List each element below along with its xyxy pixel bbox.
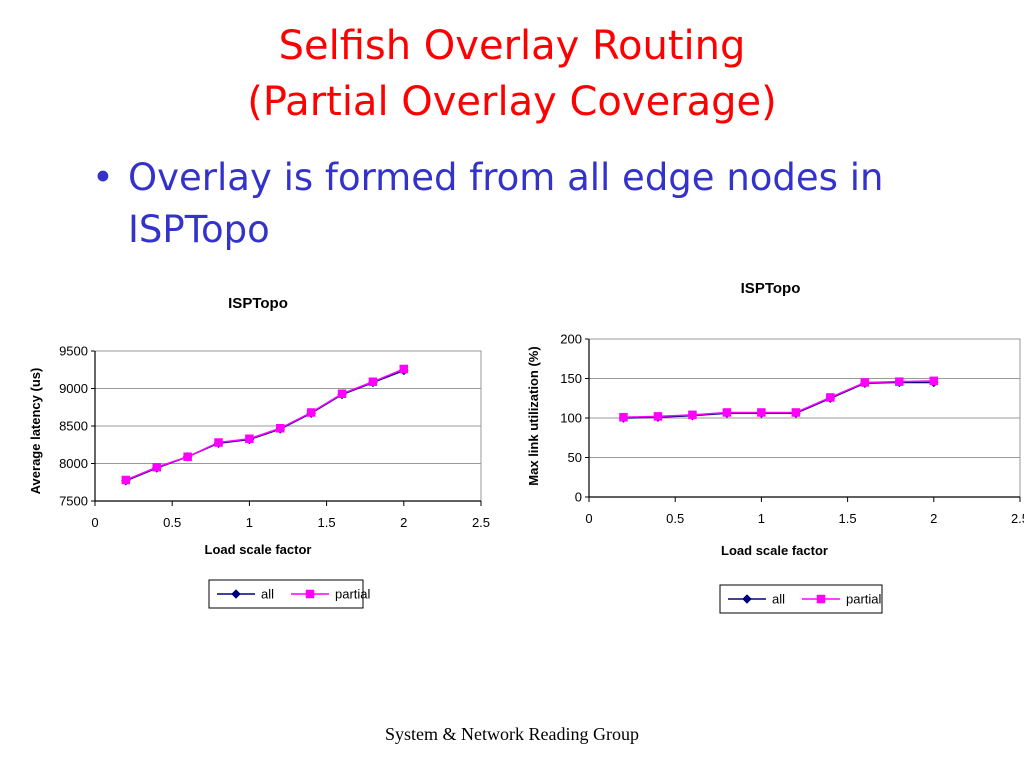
legend-marker-partial: [816, 594, 826, 604]
slide-title: Selfish Overlay Routing (Partial Overlay…: [0, 18, 1024, 130]
x-tick-label: 2.5: [1011, 511, 1024, 526]
data-point-partial: [791, 408, 801, 417]
y-tick-label: 8500: [59, 419, 88, 434]
data-point-partial: [121, 475, 131, 485]
data-point-partial: [337, 389, 347, 398]
y-tick-label: 8000: [59, 456, 88, 471]
slide-title-line-2: (Partial Overlay Coverage): [247, 79, 777, 125]
slide-footer: System & Network Reading Group: [385, 724, 639, 744]
data-point-partial: [152, 463, 162, 472]
series-line-partial: [125, 368, 405, 481]
legend-label-partial: partial: [335, 587, 371, 602]
data-point-partial: [214, 438, 223, 447]
data-point-partial: [619, 412, 628, 422]
bullet-dot-icon: •: [92, 156, 114, 199]
x-tick-label: 2.5: [472, 515, 490, 530]
x-tick-label: 2: [930, 511, 937, 526]
series-line-partial: [623, 380, 934, 418]
x-tick-label: 1.5: [318, 515, 336, 530]
x-tick-label: 0.5: [163, 515, 181, 530]
data-point-partial: [276, 424, 285, 433]
y-tick-label: 50: [568, 450, 582, 465]
x-tick-label: 0: [585, 511, 592, 526]
legend-marker-all: [231, 589, 241, 599]
y-tick-label: 0: [575, 490, 582, 505]
x-tick-label: 1: [758, 511, 765, 526]
x-tick-label: 0: [91, 515, 98, 530]
data-point-partial: [826, 393, 835, 402]
x-tick-label: 0.5: [666, 511, 684, 526]
y-tick-label: 200: [560, 332, 582, 347]
data-point-partial: [245, 434, 254, 443]
data-point-partial: [183, 452, 192, 461]
legend-marker-partial: [305, 589, 315, 599]
x-tick-label: 1.5: [839, 511, 857, 526]
data-point-partial: [368, 377, 378, 386]
series-line-all: [623, 381, 934, 419]
data-point-partial: [306, 408, 316, 417]
y-tick-label: 150: [560, 371, 582, 386]
y-axis-label: Max link utilization (%): [526, 346, 541, 485]
legend-marker-all: [742, 594, 752, 604]
chart-2: ISPTopo 0 50 100 150 200 0 0.5 1 1.5 2 2.5 Load scal…: [526, 280, 1024, 614]
chart-legend: all partial: [719, 584, 883, 614]
legend-label-partial: partial: [846, 592, 882, 607]
data-point-partial: [653, 412, 663, 421]
chart-title: ISPTopo: [228, 295, 288, 312]
data-point-partial: [929, 376, 939, 386]
series-partial: [121, 364, 409, 485]
y-tick-label: 9500: [59, 344, 88, 359]
x-tick-label: 2: [400, 515, 407, 530]
bullet-item: • Overlay is formed from all edge nodes …: [92, 152, 972, 256]
data-point-partial: [895, 377, 904, 386]
data-point-partial: [860, 378, 870, 387]
y-axis-label: Average latency (us): [28, 368, 43, 495]
chart-title: ISPTopo: [741, 280, 801, 297]
y-tick-label: 100: [560, 411, 582, 426]
chart-1: ISPTopo 7500 8000 8500 9000 9500 0 0.5 1 1.5 2 2.5 L…: [28, 295, 490, 609]
legend-label-all: all: [772, 592, 785, 607]
data-point-partial: [722, 408, 732, 417]
bullet-text: Overlay is formed from all edge nodes in…: [128, 156, 884, 251]
chart-legend: all partial: [208, 579, 371, 609]
y-tick-label: 7500: [59, 494, 88, 509]
slide-title-line-1: Selfish Overlay Routing: [278, 23, 746, 69]
data-point-partial: [399, 364, 409, 374]
data-point-partial: [757, 408, 766, 417]
x-axis-label: Load scale factor: [205, 542, 312, 557]
x-tick-label: 1: [246, 515, 253, 530]
legend-label-all: all: [261, 587, 274, 602]
series-partial: [619, 376, 939, 422]
data-point-partial: [688, 410, 697, 420]
y-tick-label: 9000: [59, 381, 88, 396]
x-axis-label: Load scale factor: [721, 543, 828, 558]
